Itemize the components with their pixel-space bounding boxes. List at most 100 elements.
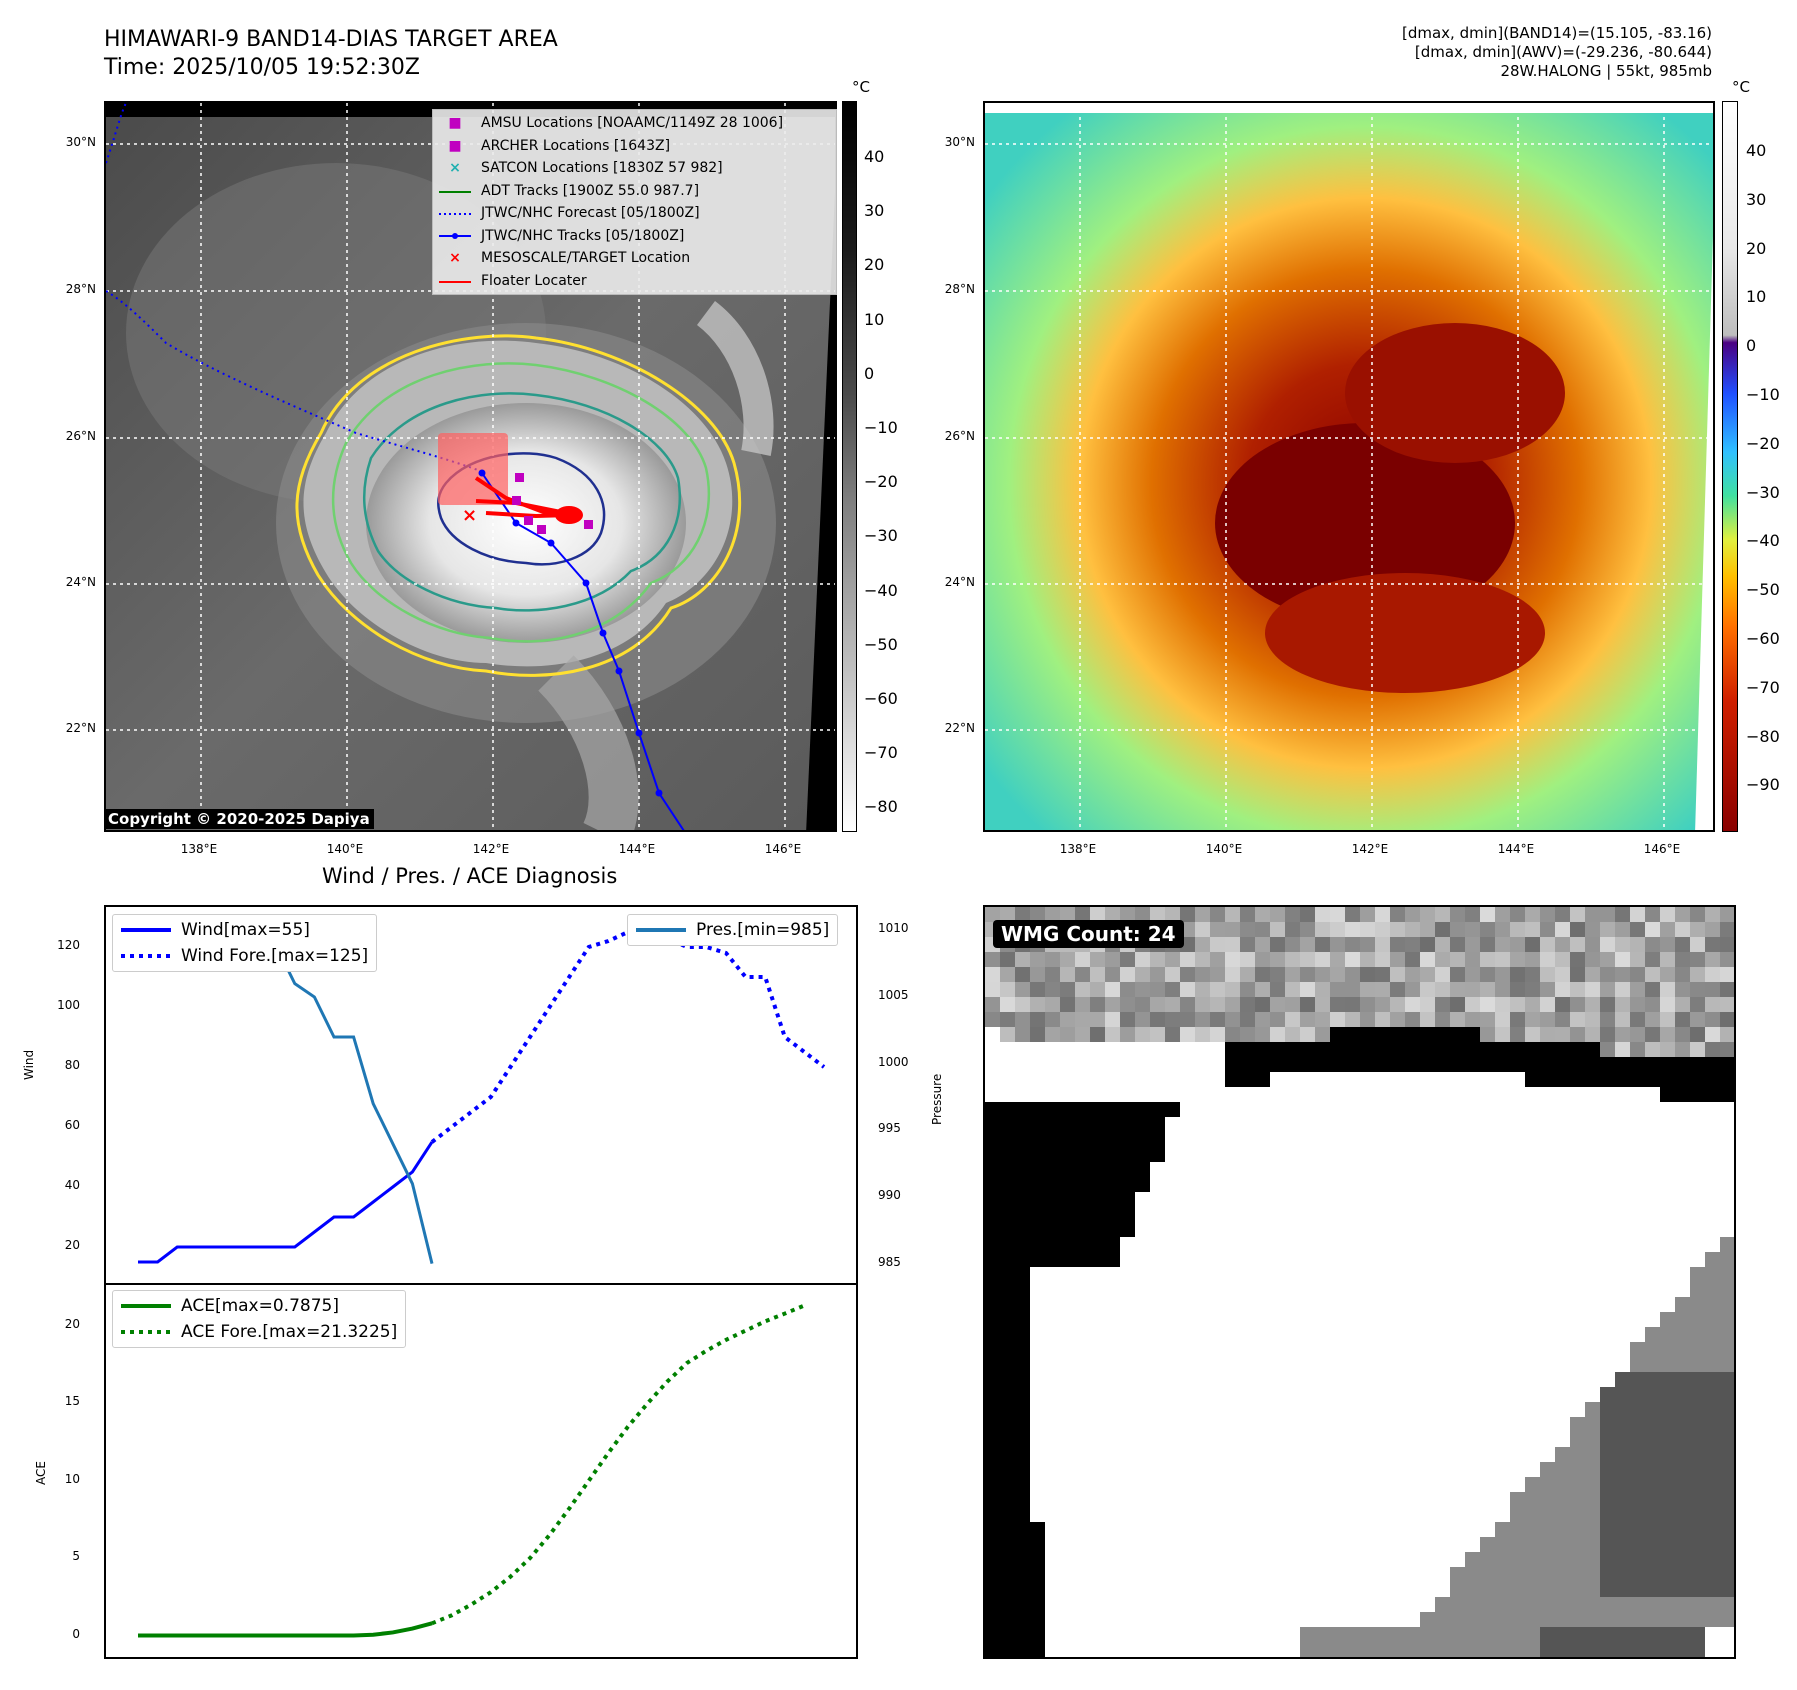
wmg-cell <box>1225 937 1240 952</box>
wmg-cell <box>1390 1657 1405 1659</box>
wmg-cell <box>985 952 1000 967</box>
wmg-cell <box>1135 1177 1150 1192</box>
wmg-cell <box>985 1522 1000 1537</box>
wmg-cell <box>1000 1567 1015 1582</box>
wmg-cell <box>1015 1627 1030 1642</box>
lon-tick-label: 144°E <box>1497 842 1535 856</box>
wmg-cell <box>1660 967 1675 982</box>
wmg-cell <box>1150 1147 1165 1162</box>
wmg-cell <box>1315 982 1330 997</box>
wmg-cell <box>1585 1012 1600 1027</box>
wmg-cell <box>1030 1657 1045 1659</box>
wmg-cell <box>1645 1357 1660 1372</box>
wmg-cell <box>1225 1027 1240 1042</box>
wmg-cell <box>1690 1462 1705 1477</box>
wmg-cell <box>1150 907 1165 922</box>
wmg-cell <box>1480 937 1495 952</box>
colorbar-gray <box>842 101 857 832</box>
wmg-cell <box>1360 952 1375 967</box>
wmg-cell <box>1270 907 1285 922</box>
wmg-cell <box>1600 1522 1615 1537</box>
wmg-cell <box>1360 1057 1375 1072</box>
wmg-cell <box>1390 1627 1405 1642</box>
wmg-cell <box>1480 1567 1495 1582</box>
wmg-cell <box>1000 1492 1015 1507</box>
wmg-cell <box>1675 1522 1690 1537</box>
wmg-cell <box>1660 1312 1675 1327</box>
colorbar-tick-label: −10 <box>1746 385 1780 404</box>
wmg-cell <box>985 1282 1000 1297</box>
wmg-cell <box>1405 1057 1420 1072</box>
wmg-cell <box>1315 1657 1330 1659</box>
wmg-cell <box>1600 1567 1615 1582</box>
wmg-cell <box>1120 1012 1135 1027</box>
legend-item: JTWC/NHC Forecast [05/1800Z] <box>481 205 700 221</box>
wmg-cell <box>1705 907 1720 922</box>
wmg-cell <box>1030 1027 1045 1042</box>
wmg-cell <box>1435 1612 1450 1627</box>
wmg-cell <box>1450 937 1465 952</box>
wmg-cell <box>1015 982 1030 997</box>
wmg-cell <box>1465 1582 1480 1597</box>
wmg-cell <box>1585 1492 1600 1507</box>
ace-forecast-line <box>431 1303 806 1626</box>
wmg-cell <box>1705 1552 1720 1567</box>
wmg-cell <box>1690 1492 1705 1507</box>
wmg-cell <box>1030 1252 1045 1267</box>
ir-map-panel: × <box>104 101 837 832</box>
wmg-cell <box>1630 1447 1645 1462</box>
wmg-cell <box>1450 997 1465 1012</box>
wmg-cell <box>1045 1012 1060 1027</box>
wmg-cell <box>1735 1312 1736 1327</box>
wmg-cell <box>1435 1042 1450 1057</box>
wmg-cell <box>1450 1567 1465 1582</box>
wmg-cell <box>1495 1057 1510 1072</box>
legend-wind-fore: Wind Fore.[max=125] <box>181 946 369 966</box>
wmg-cell <box>1255 922 1270 937</box>
wmg-cell <box>1510 1027 1525 1042</box>
wmg-cell <box>1600 997 1615 1012</box>
wmg-cell <box>1000 997 1015 1012</box>
legend-item: ADT Tracks [1900Z 55.0 987.7] <box>481 182 700 199</box>
wind-tick-label: 20 <box>64 1238 80 1252</box>
wmg-cell <box>1255 1072 1270 1087</box>
legend-pres: Pres.[min=985] <box>696 920 830 940</box>
wmg-cell <box>1630 1372 1645 1387</box>
wmg-cell <box>1015 1387 1030 1402</box>
wmg-cell <box>1690 1417 1705 1432</box>
wmg-cell <box>1090 982 1105 997</box>
wmg-cell <box>1660 1027 1675 1042</box>
wmg-cell <box>1525 1492 1540 1507</box>
wmg-cell <box>1000 1357 1015 1372</box>
wmg-cell <box>1480 1552 1495 1567</box>
wmg-cell <box>1120 982 1135 997</box>
wmg-cell <box>1480 967 1495 982</box>
wmg-cell <box>1465 967 1480 982</box>
colorbar-tick-label: −50 <box>864 634 898 654</box>
wmg-cell <box>1645 1552 1660 1567</box>
wmg-cell <box>1690 1522 1705 1537</box>
wmg-cell <box>1390 967 1405 982</box>
wmg-cell <box>1705 1087 1720 1102</box>
wmg-cell <box>1735 1552 1736 1567</box>
wmg-cell <box>1660 982 1675 997</box>
wmg-cell <box>1660 1387 1675 1402</box>
wmg-cell <box>1510 1012 1525 1027</box>
wmg-cell <box>1570 1072 1585 1087</box>
wmg-cell <box>1120 1132 1135 1147</box>
wmg-cell <box>1495 1657 1510 1659</box>
wmg-cell <box>1255 907 1270 922</box>
wmg-cell <box>1105 982 1120 997</box>
wmg-cell <box>1105 967 1120 982</box>
wmg-cell <box>1330 967 1345 982</box>
lat-tick-label: 24°N <box>944 575 975 589</box>
wmg-cell <box>1240 922 1255 937</box>
wmg-cell <box>1300 952 1315 967</box>
wmg-cell <box>985 1387 1000 1402</box>
colorbar-tick-label: −80 <box>1746 726 1780 746</box>
wmg-cell <box>1660 937 1675 952</box>
wmg-cell <box>1450 1657 1465 1659</box>
wmg-cell <box>1720 1072 1734 1087</box>
wmg-cell <box>1045 997 1060 1012</box>
wmg-cell <box>1585 1627 1600 1642</box>
